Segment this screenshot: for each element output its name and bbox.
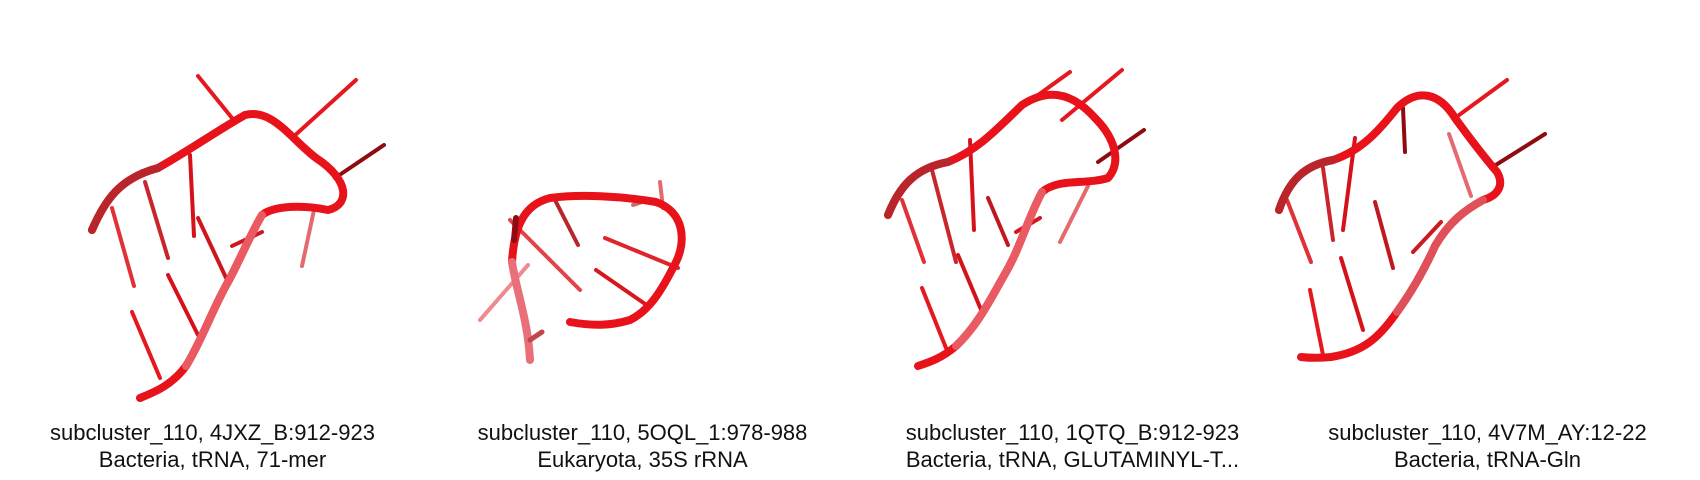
structure-title-1: subcluster_110, 4JXZ_B:912-923 [50, 420, 375, 445]
structure-subtitle-3: Bacteria, tRNA, GLUTAMINYL-T... [905, 447, 1240, 472]
rna-structure-render-4 [1275, 78, 1547, 362]
structure-subtitle-4: Bacteria, tRNA-Gln [1393, 447, 1582, 472]
structure-panel-3: subcluster_110, 1QTQ_B:912-923 Bacteria,… [860, 0, 1285, 480]
structure-subtitle-1: Bacteria, tRNA, 71-mer [98, 447, 327, 472]
structure-panel-4: subcluster_110, 4V7M_AY:12-22 Bacteria, … [1275, 0, 1700, 480]
structure-panel-2: subcluster_110, 5OQL_1:978-988 Eukaryota… [430, 0, 855, 480]
rna-structure-render-3 [884, 68, 1146, 370]
structure-title-4: subcluster_110, 4V7M_AY:12-22 [1328, 420, 1647, 445]
rna-structure-render-1 [88, 74, 386, 402]
structure-subtitle-2: Eukaryota, 35S rRNA [537, 447, 748, 472]
structure-title-2: subcluster_110, 5OQL_1:978-988 [477, 420, 808, 445]
structure-title-3: subcluster_110, 1QTQ_B:912-923 [905, 420, 1240, 445]
rna-structure-render-2 [478, 180, 686, 364]
structure-panel-1: subcluster_110, 4JXZ_B:912-923 Bacteria,… [0, 0, 425, 480]
